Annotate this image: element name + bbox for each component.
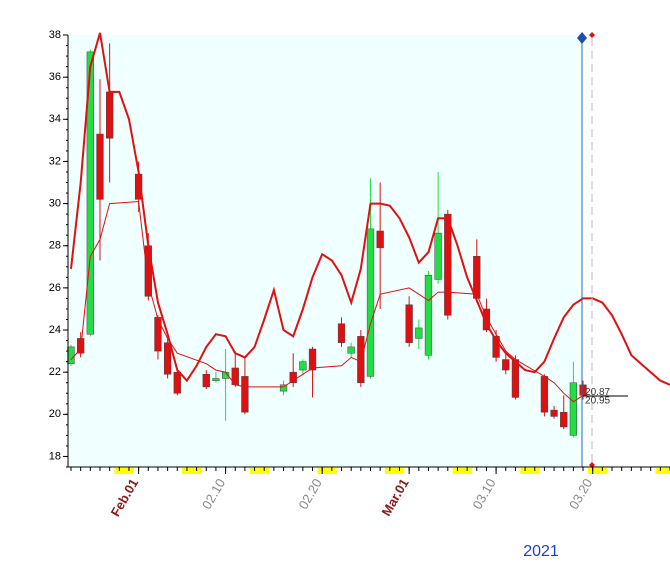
- weekend-marker: [182, 468, 202, 474]
- candle-body: [540, 376, 549, 413]
- candle-body: [444, 213, 452, 316]
- candle-body: [473, 256, 481, 299]
- candle-body: [560, 411, 568, 428]
- x-tick-label: 03.10: [469, 476, 498, 512]
- y-tick-label: 18: [49, 450, 61, 462]
- candle-body: [502, 359, 510, 371]
- candle-body: [569, 382, 578, 436]
- candle-body: [579, 384, 587, 396]
- y-tick-label: 32: [49, 155, 61, 167]
- weekend-marker: [655, 468, 670, 474]
- candle-body: [96, 133, 104, 200]
- weekend-marker: [114, 468, 134, 474]
- indicator-line: [70, 32, 670, 386]
- price-label: 20.87: [585, 387, 610, 398]
- weekend-marker: [384, 468, 405, 474]
- candle-body: [434, 232, 442, 280]
- candle-body: [289, 371, 297, 383]
- candle-body: [415, 327, 423, 339]
- weekend-marker: [317, 468, 337, 474]
- weekend-marker: [452, 468, 472, 474]
- indicator-line: [70, 200, 584, 403]
- candle-body: [337, 323, 346, 343]
- x-tick-label: Mar.01: [379, 476, 412, 519]
- x-tick-label: Feb.01: [108, 476, 142, 519]
- weekend-marker: [249, 468, 270, 474]
- candle-body: [106, 91, 114, 139]
- candle-body: [376, 230, 384, 249]
- y-tick-label: 28: [49, 240, 61, 252]
- y-tick-label: 20: [49, 408, 61, 420]
- candle-body: [163, 342, 172, 375]
- x-tick-label: 03.20: [566, 476, 595, 512]
- y-tick-label: 24: [49, 324, 61, 336]
- candle-body: [424, 274, 433, 356]
- candle-body: [366, 228, 375, 377]
- candle-body: [241, 376, 249, 413]
- candle-body: [492, 336, 500, 358]
- candle-body: [299, 361, 307, 371]
- x-axis-label: 2021: [523, 543, 559, 560]
- candle-body: [212, 378, 220, 381]
- candle-body: [279, 384, 288, 392]
- candle-body: [482, 308, 491, 331]
- candle-body: [173, 371, 181, 394]
- weekend-marker: [520, 468, 540, 474]
- projection-marker: [589, 32, 595, 38]
- y-tick-label: 22: [49, 366, 61, 378]
- candle-body: [347, 346, 355, 354]
- price-label: 20.95: [585, 395, 610, 406]
- y-tick-label: 30: [49, 197, 61, 209]
- candle-body: [154, 317, 162, 352]
- plot-background: [68, 35, 582, 467]
- candle-body: [86, 51, 94, 335]
- candle-body: [511, 359, 520, 398]
- y-tick-label: 38: [49, 29, 61, 41]
- candle-body: [308, 348, 317, 371]
- y-tick-label: 36: [49, 71, 61, 83]
- candle-body: [405, 304, 413, 343]
- candle-body: [550, 409, 558, 417]
- x-tick-label: 02.10: [199, 476, 228, 512]
- candle-body: [202, 374, 210, 388]
- x-tick-label: 02.20: [296, 476, 325, 512]
- candle-body: [144, 245, 152, 297]
- weekend-marker: [587, 468, 608, 474]
- y-tick-label: 26: [49, 282, 61, 294]
- cursor-marker: [577, 32, 587, 44]
- candle-body: [67, 346, 75, 364]
- y-tick-label: 34: [49, 113, 61, 125]
